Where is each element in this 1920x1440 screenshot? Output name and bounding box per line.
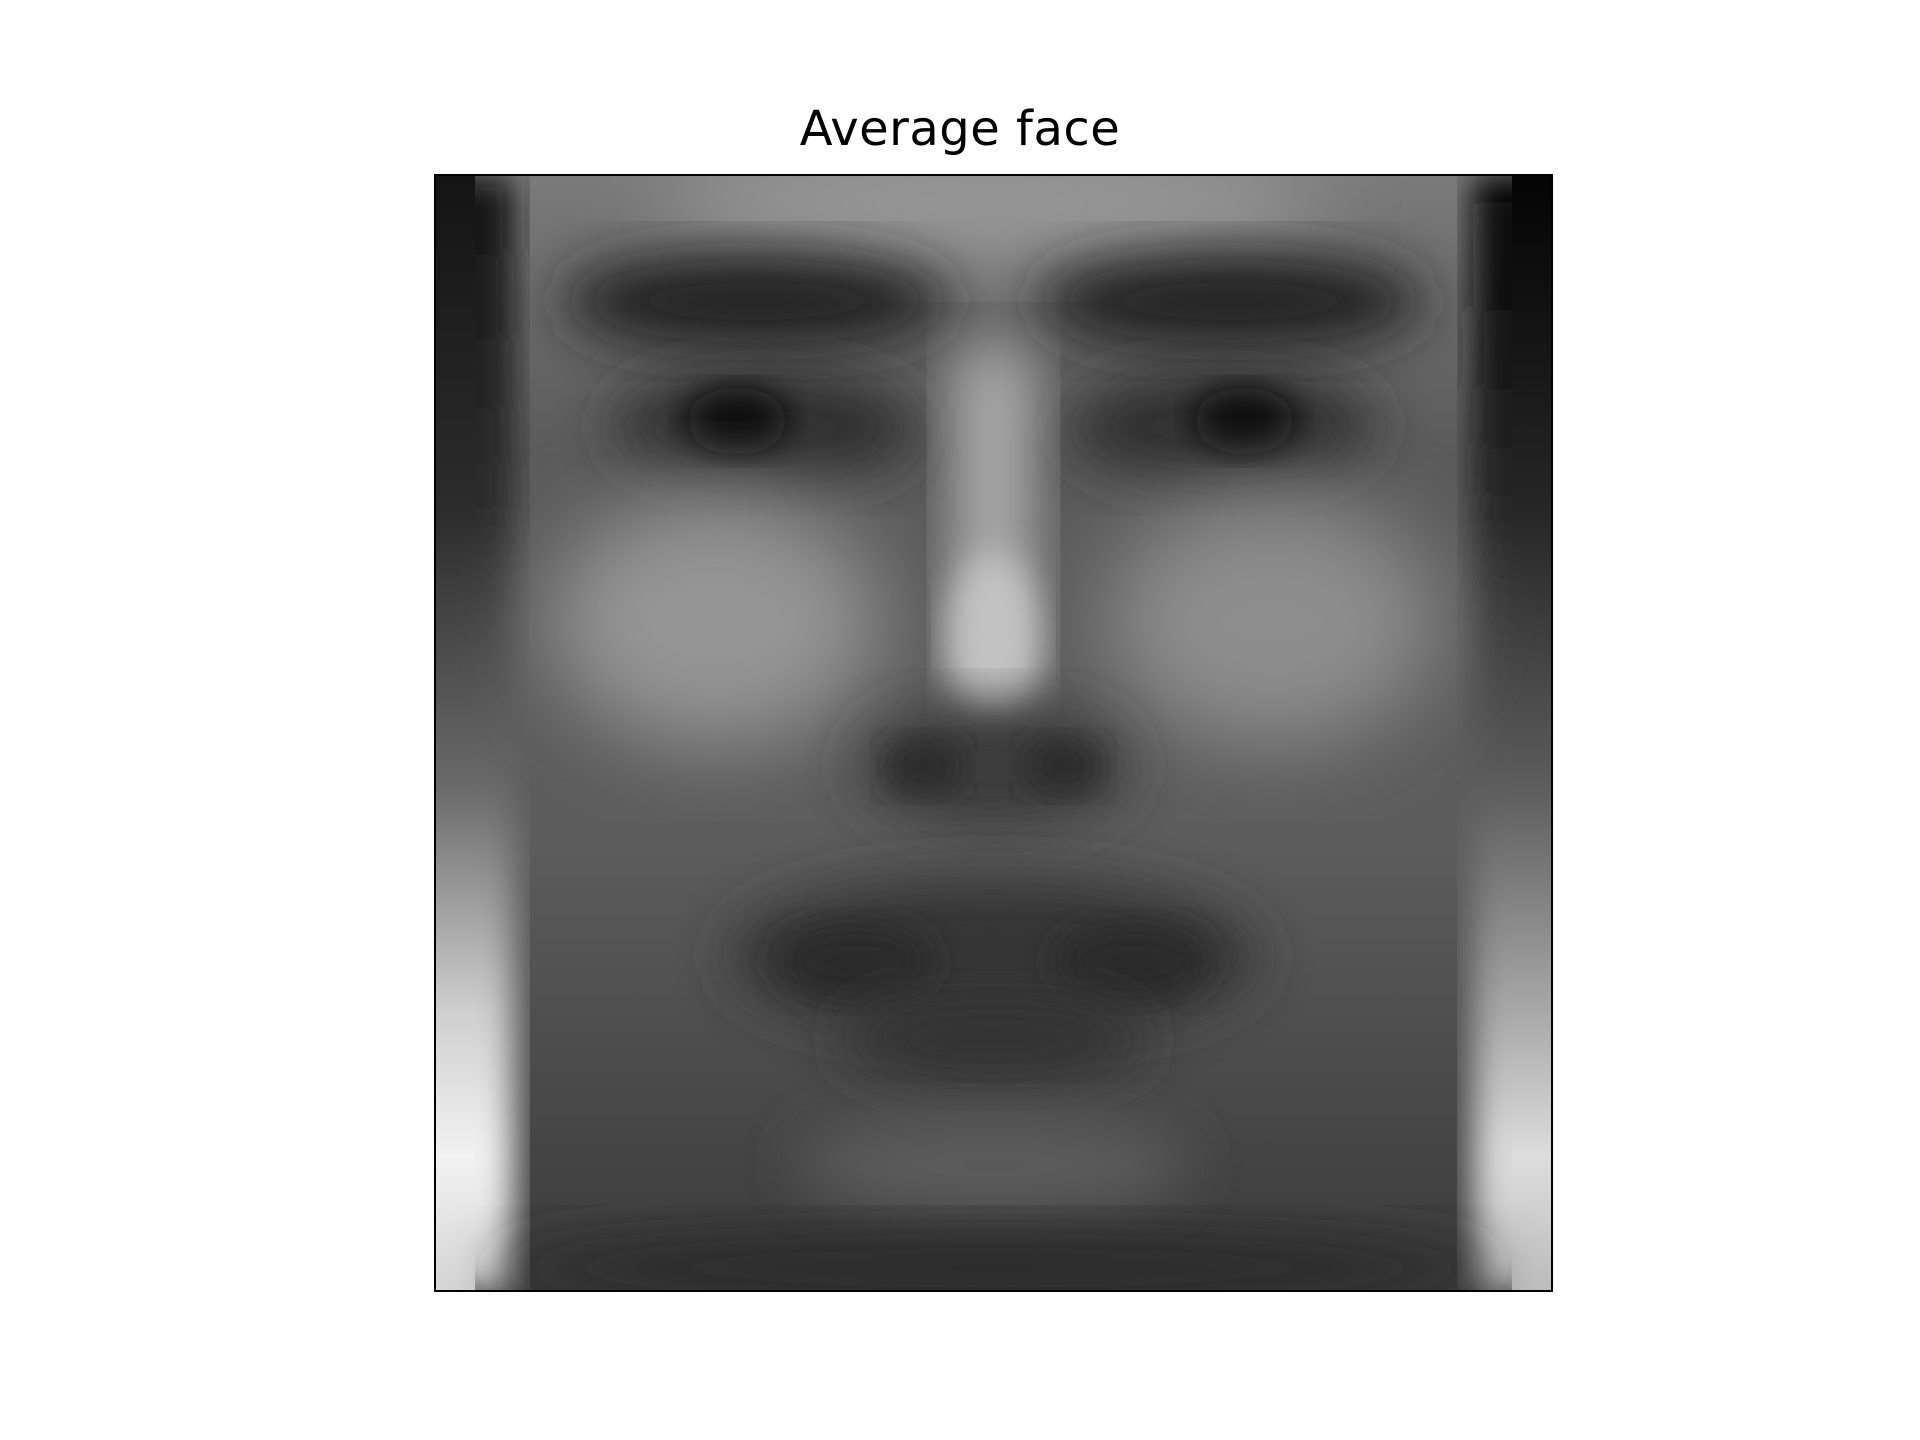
image-axes	[434, 174, 1553, 1292]
grayscale-face-icon	[436, 176, 1551, 1290]
figure-title: Average face	[799, 101, 1121, 157]
